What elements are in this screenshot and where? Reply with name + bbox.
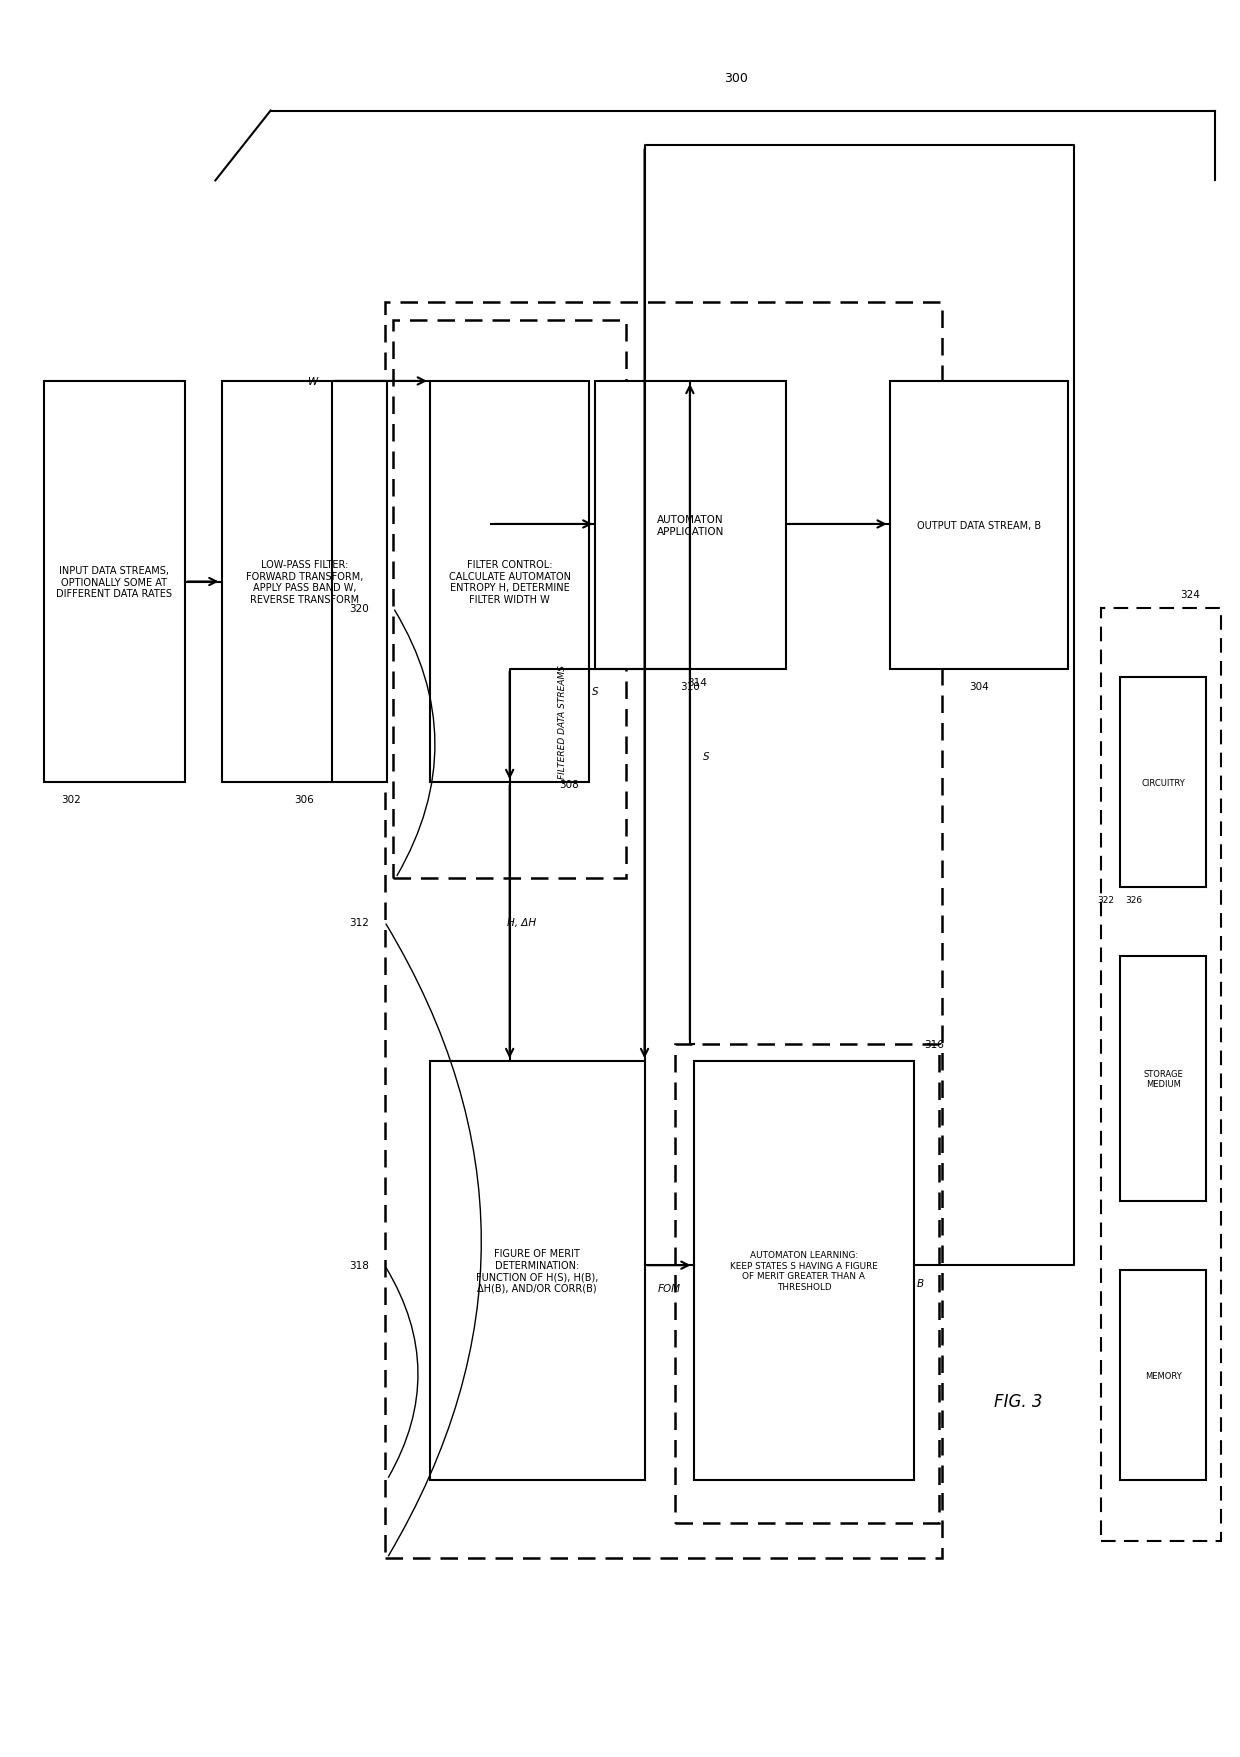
Bar: [384, 304, 942, 1558]
Bar: [595, 381, 785, 669]
Text: AUTOMATON LEARNING:
KEEP STATES S HAVING A FIGURE
OF MERIT GREATER THAN A
THRESH: AUTOMATON LEARNING: KEEP STATES S HAVING…: [730, 1251, 878, 1291]
Bar: [1120, 1270, 1207, 1479]
Text: FIGURE OF MERIT
DETERMINATION:
FUNCTION OF H(S), H(B),
ΔH(B), AND/OR CORR(B): FIGURE OF MERIT DETERMINATION: FUNCTION …: [476, 1247, 599, 1293]
Text: 300: 300: [724, 72, 749, 86]
Text: S: S: [703, 752, 709, 761]
Text: 306: 306: [294, 794, 314, 805]
Text: 326: 326: [1125, 896, 1142, 905]
Text: FIG. 3: FIG. 3: [994, 1393, 1043, 1411]
Text: 312: 312: [348, 917, 368, 928]
Text: LOW-PASS FILTER:
FORWARD TRANSFORM,
APPLY PASS BAND W,
REVERSE TRANSFORM: LOW-PASS FILTER: FORWARD TRANSFORM, APPL…: [246, 560, 363, 604]
Bar: [675, 1044, 939, 1523]
Bar: [393, 322, 626, 878]
Bar: [1120, 678, 1207, 887]
Text: STORAGE
MEDIUM: STORAGE MEDIUM: [1143, 1070, 1183, 1089]
Text: CIRCUITRY: CIRCUITRY: [1141, 778, 1185, 787]
Text: 314: 314: [687, 678, 707, 689]
Text: 304: 304: [970, 682, 990, 692]
Bar: [693, 1061, 914, 1479]
Text: 320: 320: [348, 603, 368, 613]
Bar: [430, 1061, 645, 1479]
Text: 322: 322: [1097, 896, 1114, 905]
Text: FILTER CONTROL:
CALCULATE AUTOMATON
ENTROPY H, DETERMINE
FILTER WIDTH W: FILTER CONTROL: CALCULATE AUTOMATON ENTR…: [449, 560, 570, 604]
Text: AUTOMATON
APPLICATION: AUTOMATON APPLICATION: [657, 515, 724, 536]
Text: W: W: [309, 376, 319, 387]
Text: FILTERED DATA STREAMS: FILTERED DATA STREAMS: [558, 664, 567, 778]
Text: S: S: [593, 687, 599, 698]
Text: 318: 318: [348, 1260, 368, 1270]
Bar: [43, 381, 185, 782]
Bar: [1120, 958, 1207, 1202]
Text: 310: 310: [680, 682, 699, 692]
Text: OUTPUT DATA STREAM, B: OUTPUT DATA STREAM, B: [916, 520, 1040, 531]
Text: 324: 324: [1180, 590, 1200, 599]
Bar: [222, 381, 387, 782]
Bar: [430, 381, 589, 782]
Text: 308: 308: [559, 778, 578, 789]
Text: 302: 302: [61, 794, 81, 805]
Bar: [890, 381, 1068, 669]
Text: H, ΔH: H, ΔH: [507, 917, 537, 928]
Text: INPUT DATA STREAMS,
OPTIONALLY SOME AT
DIFFERENT DATA RATES: INPUT DATA STREAMS, OPTIONALLY SOME AT D…: [56, 566, 172, 599]
Text: FOM: FOM: [657, 1283, 681, 1293]
Bar: [1101, 608, 1221, 1541]
Text: MEMORY: MEMORY: [1145, 1370, 1182, 1379]
Text: 316: 316: [924, 1038, 944, 1049]
Text: B: B: [916, 1277, 924, 1288]
